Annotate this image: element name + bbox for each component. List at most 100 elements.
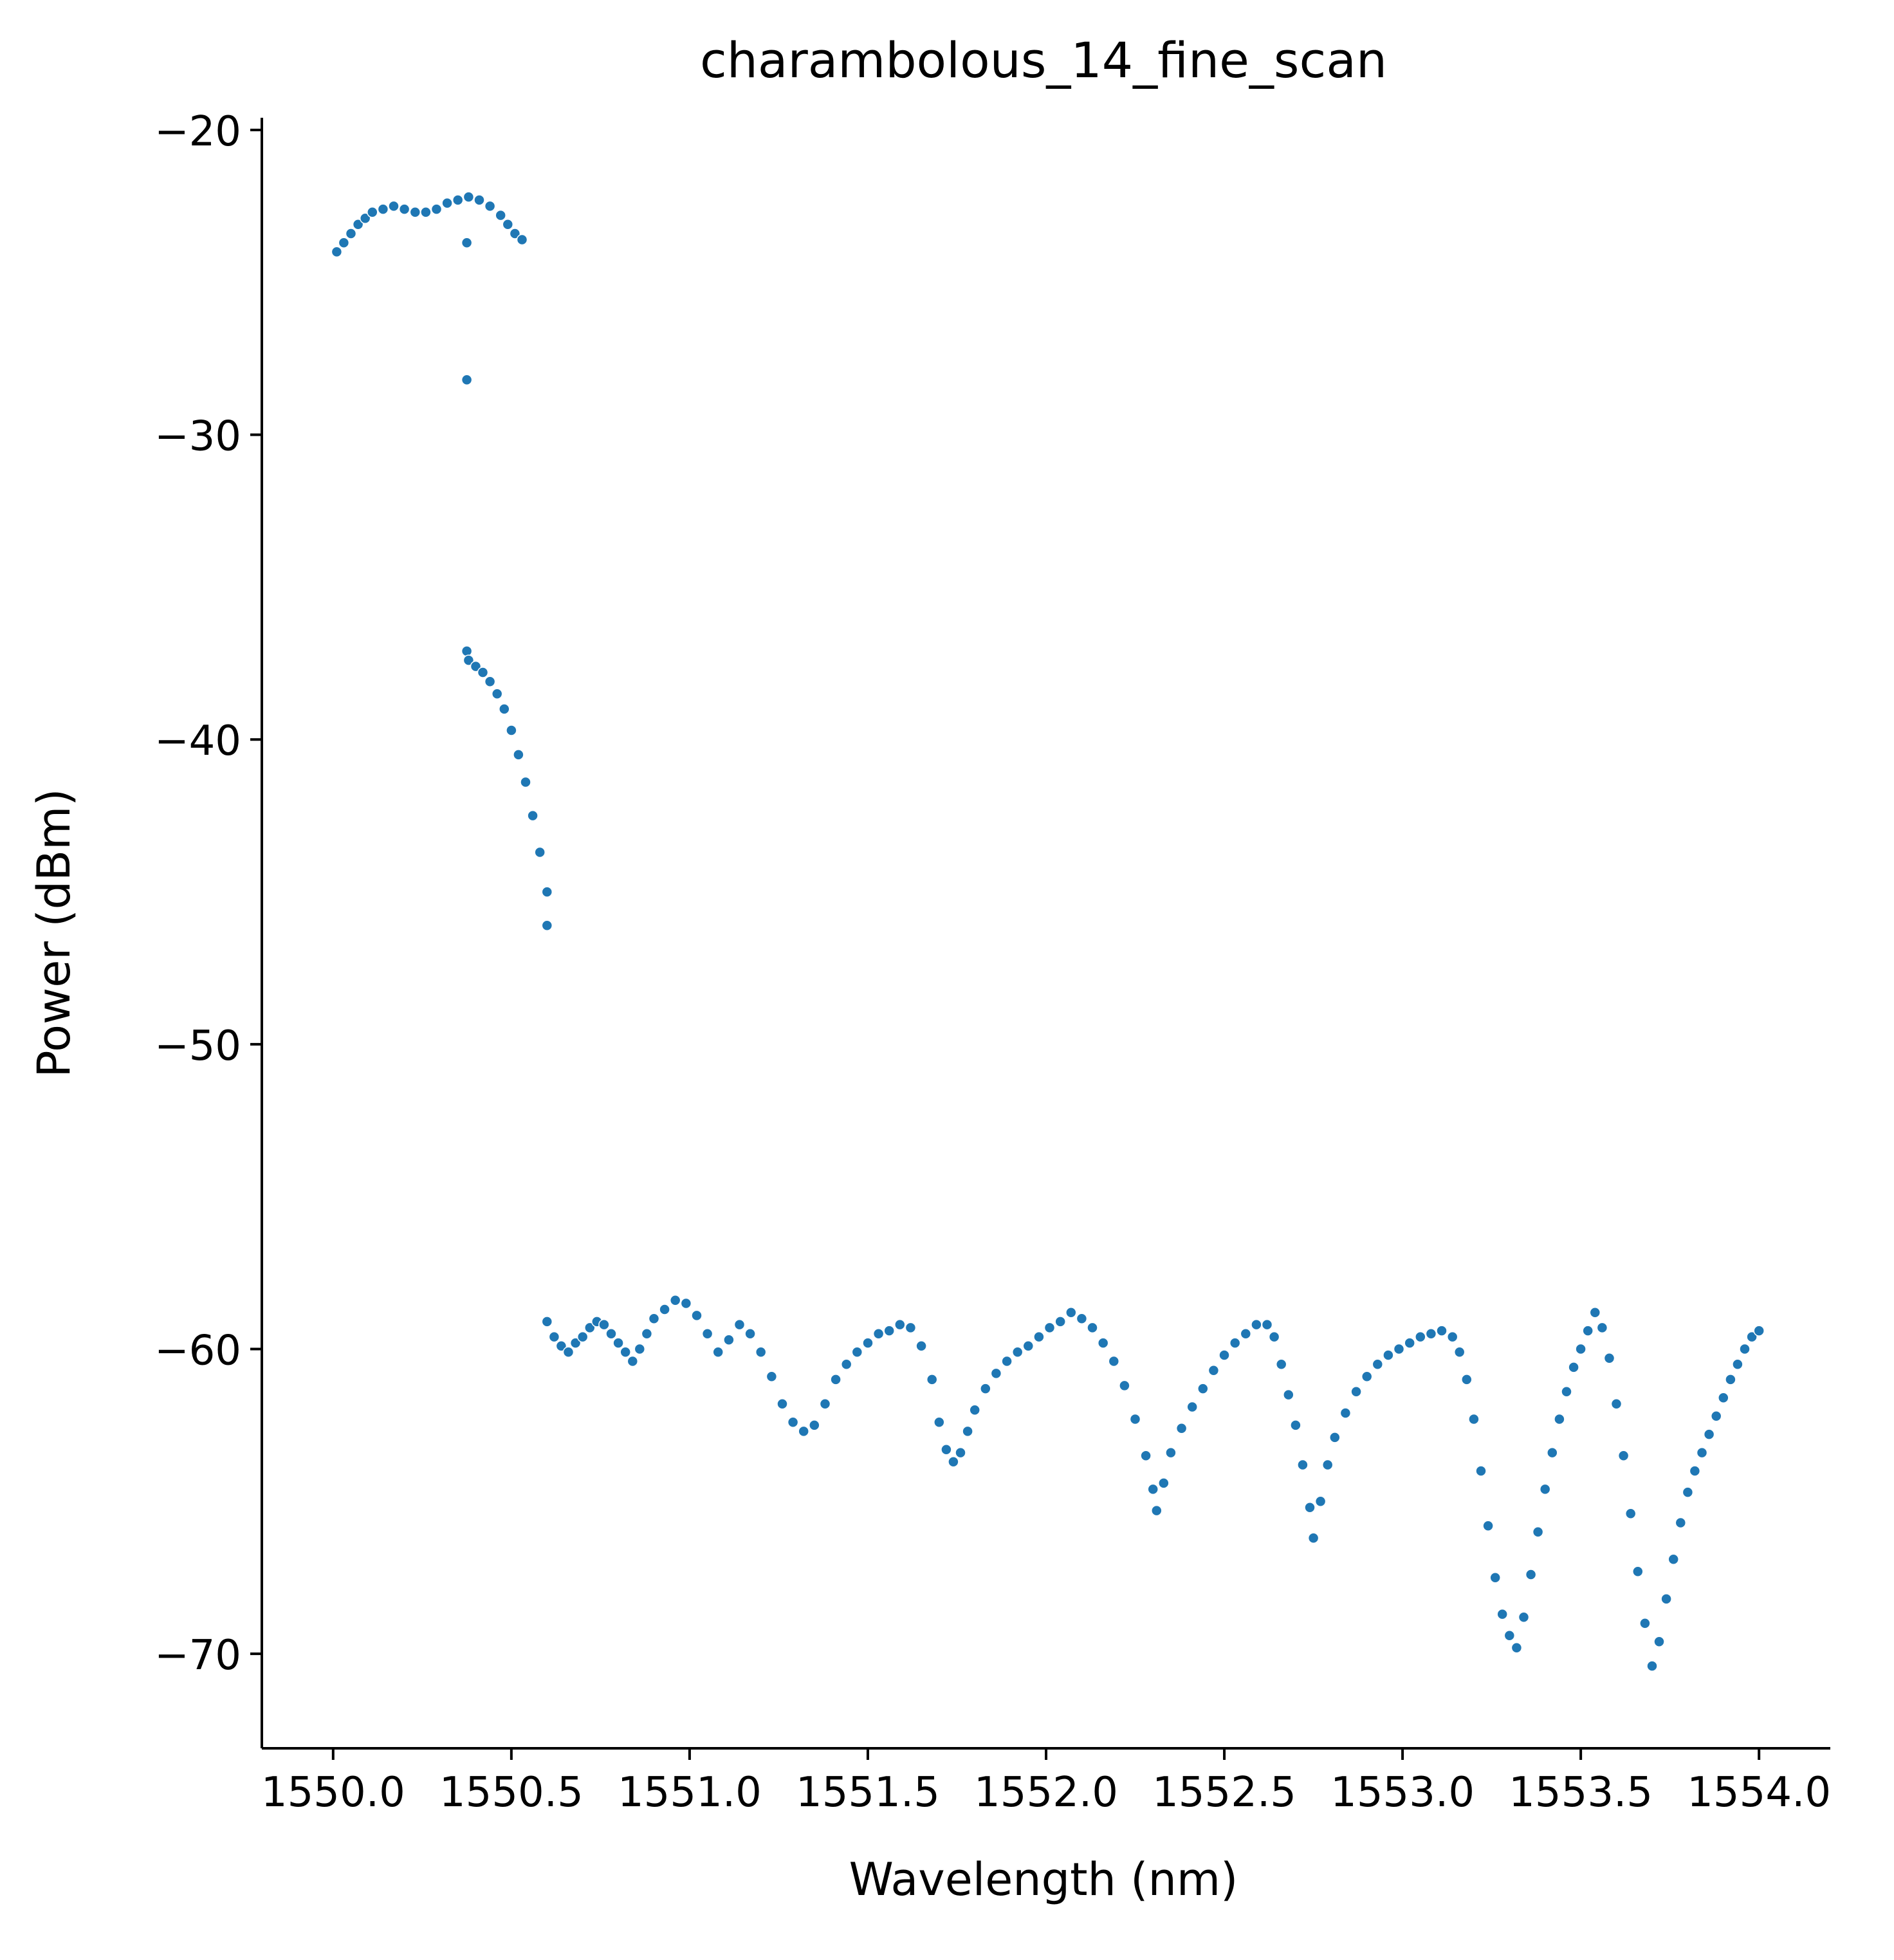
data-point [1668,1553,1679,1566]
data-point [1453,1346,1466,1358]
data-point [1065,1306,1077,1318]
data-point [1251,1318,1262,1331]
data-point [809,1419,820,1431]
data-point [1582,1325,1594,1336]
data-point [1482,1520,1494,1531]
data-point [1415,1331,1426,1343]
data-point [905,1322,917,1334]
data-point [1610,1398,1623,1410]
data-point [712,1346,724,1358]
data-point [1446,1331,1458,1343]
x-tick-label: 1553.0 [1330,1769,1475,1817]
data-point [1108,1355,1120,1367]
data-point [883,1325,895,1336]
data-point [1718,1392,1729,1404]
data-point [1525,1569,1537,1580]
data-point [1283,1389,1294,1401]
data-point [1054,1316,1066,1327]
data-point [1186,1401,1198,1413]
data-point [1304,1502,1316,1513]
data-point [641,1328,653,1340]
y-tick-label: −50 [154,1022,241,1070]
data-point [1532,1526,1544,1538]
data-point [1561,1386,1572,1398]
data-point [1461,1374,1473,1385]
data-point [452,194,464,206]
data-point [733,1318,746,1331]
y-tick-label: −20 [154,108,241,156]
data-point [1297,1459,1309,1471]
data-point [555,1340,567,1352]
data-point [1033,1331,1045,1343]
data-point [430,203,443,215]
data-point [969,1404,980,1416]
data-point [377,203,389,215]
data-point [541,886,553,898]
data-point [1596,1322,1608,1334]
data-point [1475,1465,1487,1477]
data-point [541,1316,553,1327]
data-point [345,228,357,239]
y-tick-label: −30 [154,413,241,461]
data-point [1603,1352,1615,1364]
data-point [691,1309,703,1322]
data-point [933,1416,945,1428]
data-point [461,374,473,386]
data-point [798,1425,809,1438]
data-point [598,1318,610,1331]
data-point [1218,1349,1230,1361]
x-tick-label: 1550.0 [261,1769,405,1817]
data-point [915,1340,927,1352]
data-point [1646,1660,1658,1672]
y-axis-label: Power (dBm) [28,788,80,1077]
data-point [491,688,503,699]
data-point [1339,1407,1352,1419]
data-point [1076,1313,1088,1324]
data-point [1350,1386,1362,1398]
data-point [1307,1532,1319,1544]
x-tick-label: 1554.0 [1687,1769,1831,1817]
data-point [1229,1337,1241,1349]
data-point [1746,1331,1758,1343]
data-point [1554,1413,1565,1425]
data-point [669,1294,681,1306]
data-point [648,1313,660,1324]
data-point [1568,1362,1579,1373]
data-point [1739,1343,1751,1355]
data-point [495,209,506,221]
x-tick-label: 1553.5 [1509,1769,1653,1817]
x-tick-label: 1550.5 [439,1769,584,1817]
data-point [1518,1611,1530,1623]
data-point [1275,1358,1287,1370]
data-point [1022,1340,1034,1352]
data-point [1753,1325,1765,1336]
data-point [506,725,517,736]
data-point [605,1328,617,1340]
data-point [1321,1459,1334,1471]
plot-area [331,191,1765,1672]
data-point [473,194,485,206]
data-point [819,1398,831,1410]
y-tick-label: −70 [154,1632,241,1679]
data-point [1361,1371,1373,1382]
data-point [484,200,496,212]
data-point [1208,1364,1220,1376]
data-point [680,1297,692,1309]
x-tick-label: 1551.5 [796,1769,940,1817]
data-point [398,203,410,215]
x-axis-label: Wavelength (nm) [849,1853,1238,1906]
data-point [338,237,350,248]
data-point [1682,1486,1694,1498]
data-point [612,1337,624,1349]
data-point [584,1322,596,1334]
data-point [409,207,421,218]
data-point [1097,1337,1109,1349]
data-point [1689,1465,1701,1477]
data-point [1087,1322,1098,1334]
chart-title: charambolous_14_fine_scan [700,32,1387,89]
data-point [461,237,473,248]
data-point [1393,1343,1405,1355]
data-point [634,1343,646,1355]
data-point [948,1456,959,1468]
data-point [1140,1450,1152,1462]
